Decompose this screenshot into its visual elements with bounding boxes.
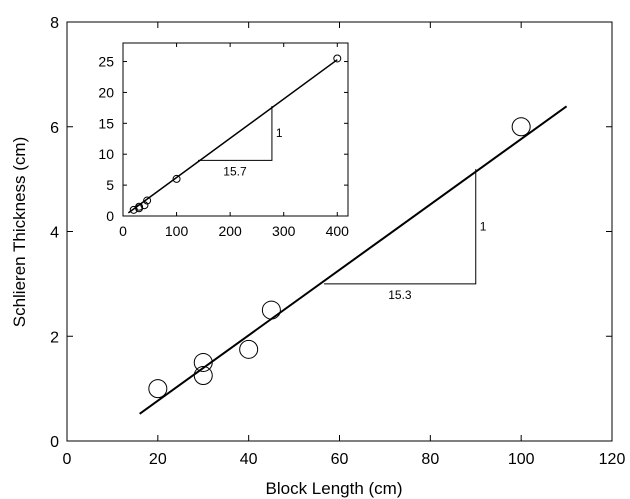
main-data-point xyxy=(193,352,213,372)
inset-data-point xyxy=(172,174,181,183)
main-fit-line xyxy=(139,105,568,415)
inset-x-tick-label: 300 xyxy=(272,223,296,239)
inset-data-point xyxy=(143,196,152,205)
y-axis-label: Schlieren Thickness (cm) xyxy=(10,137,29,328)
main-run-label: 15.3 xyxy=(388,288,412,302)
inset-plot: 0 100 200 300 400 0 5 10 15 20 25 15.7 1 xyxy=(98,42,350,239)
main-x-tick-label: 120 xyxy=(599,451,626,468)
inset-fit-line xyxy=(127,59,338,214)
main-x-tick-label: 60 xyxy=(331,451,349,468)
inset-y-tick-label: 10 xyxy=(98,146,114,162)
inset-frame xyxy=(122,42,349,217)
inset-x-tick-label: 0 xyxy=(119,223,127,239)
main-y-tick-label: 0 xyxy=(50,434,59,451)
main-y-tick-label: 6 xyxy=(50,120,59,137)
inset-data-point xyxy=(333,54,342,63)
main-x-tick-label: 20 xyxy=(149,451,167,468)
main-data-point xyxy=(193,366,213,386)
inset-x-tick-label: 400 xyxy=(326,223,350,239)
main-y-tick-label: 2 xyxy=(50,329,59,346)
main-x-tick-label: 40 xyxy=(240,451,258,468)
inset-rise-label: 1 xyxy=(276,126,283,140)
inset-x-tick-label: 200 xyxy=(218,223,242,239)
x-axis-label: Block Length (cm) xyxy=(266,479,403,498)
main-slope-triangle xyxy=(324,169,477,285)
inset-y-tick-label: 5 xyxy=(106,177,114,193)
main-data-point xyxy=(261,300,281,320)
inset-y-tick-label: 20 xyxy=(98,84,114,100)
main-data-point xyxy=(148,379,168,399)
main-data-point xyxy=(511,117,531,137)
main-x-tick-label: 100 xyxy=(508,451,535,468)
main-y-tick-label: 8 xyxy=(50,15,59,32)
inset-x-tick-label: 100 xyxy=(165,223,189,239)
main-data-point xyxy=(239,339,259,359)
main-rise-label: 1 xyxy=(480,220,487,234)
inset-y-tick-label: 25 xyxy=(98,54,114,70)
inset-y-tick-label: 15 xyxy=(98,115,114,131)
main-x-tick-label: 0 xyxy=(63,451,72,468)
main-y-tick-label: 4 xyxy=(50,225,59,242)
inset-slope-triangle xyxy=(198,106,273,161)
inset-data-point xyxy=(140,201,149,210)
inset-y-tick-label: 0 xyxy=(106,208,114,224)
inset-run-label: 15.7 xyxy=(223,164,247,178)
main-x-tick-label: 80 xyxy=(421,451,439,468)
